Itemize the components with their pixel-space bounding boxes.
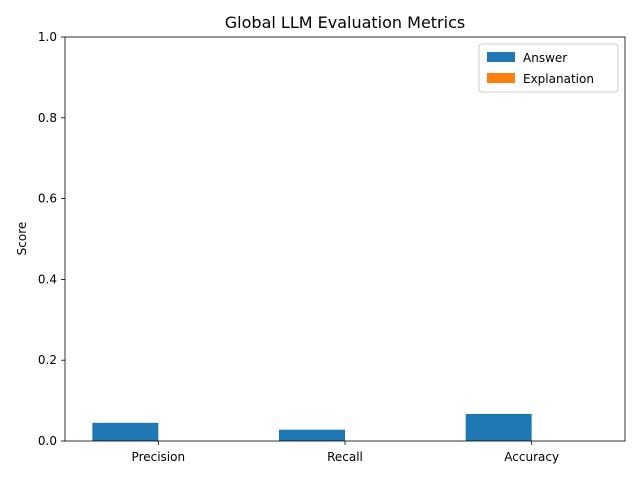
- y-tick-label: 1.0: [38, 30, 57, 44]
- y-tick-label: 0.4: [38, 272, 57, 286]
- y-tick-label: 0.0: [38, 434, 57, 448]
- bar-answer-recall: [279, 429, 345, 441]
- x-tick-label: Precision: [132, 450, 186, 464]
- legend-swatch-answer: [487, 52, 515, 62]
- legend-label-answer: Answer: [523, 51, 567, 65]
- y-tick-label: 0.2: [38, 353, 57, 367]
- bar-answer-precision: [92, 422, 159, 441]
- legend-swatch-explanation: [487, 73, 515, 83]
- x-tick-label: Recall: [327, 450, 363, 464]
- chart-title: Global LLM Evaluation Metrics: [225, 13, 465, 32]
- bar-answer-accuracy: [465, 413, 532, 441]
- legend-label-explanation: Explanation: [523, 72, 594, 86]
- y-tick-label: 0.8: [38, 111, 57, 125]
- plot-area: Precision Recall Accuracy 0.0 0.2 0.4 0.6 0.8 1.…: [38, 30, 626, 464]
- y-axis-label: Score: [15, 222, 29, 256]
- y-tick-label: 0.6: [38, 192, 57, 206]
- axes-frame: [64, 36, 626, 442]
- legend: Answer Explanation: [478, 43, 619, 93]
- x-tick-label: Accuracy: [504, 450, 559, 464]
